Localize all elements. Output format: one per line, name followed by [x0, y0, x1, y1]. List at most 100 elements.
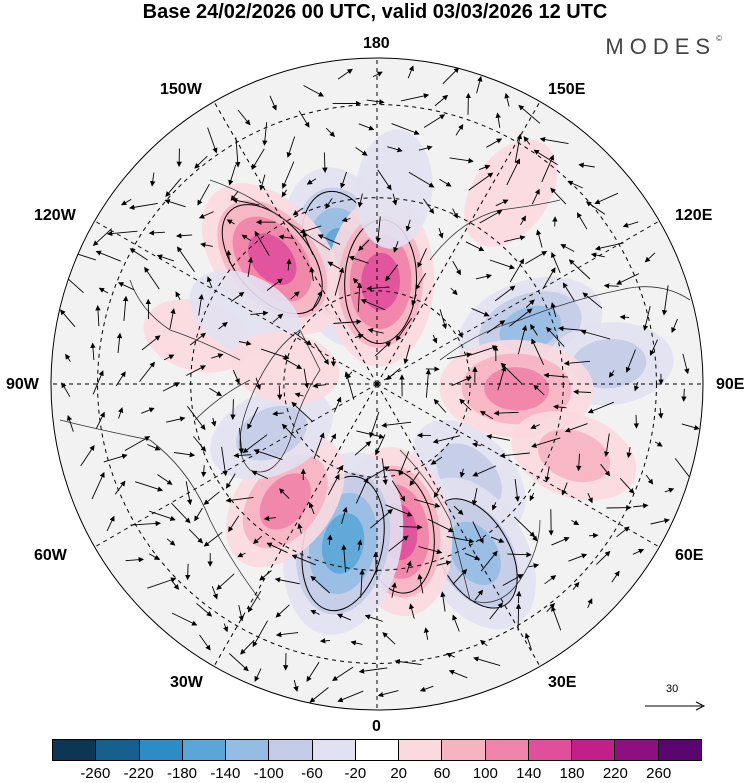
wind-vector: [355, 477, 369, 504]
wind-vector: [564, 423, 588, 433]
wind-vector: [373, 551, 379, 575]
colorbar-tick: 20: [390, 765, 407, 782]
wind-vector: [587, 598, 593, 608]
wind-vector: [266, 542, 288, 554]
wind-vector: [148, 230, 165, 236]
lon-label-60w: 60W: [34, 547, 67, 564]
colorbar-segment: [528, 740, 573, 760]
meridian-line: [376, 220, 660, 385]
wind-vector: [337, 68, 353, 80]
wind-vector: [465, 241, 485, 252]
wind-vector: [298, 110, 310, 128]
wind-vector: [274, 577, 300, 585]
wind-vector: [166, 416, 186, 423]
wind-vector: [447, 352, 473, 360]
wind-vector: [187, 406, 206, 431]
wind-vector: [440, 591, 446, 612]
wind-vector: [436, 560, 452, 566]
wind-vector: [520, 215, 526, 226]
wind-vector: [507, 551, 532, 558]
wind-vector: [625, 349, 636, 373]
wind-vector: [561, 482, 568, 496]
wind-vector: [216, 573, 235, 591]
wind-vector: [254, 230, 270, 256]
wind-vector: [235, 137, 241, 168]
wind-vector: [464, 552, 481, 561]
wind-vector: [661, 285, 669, 316]
wind-vector: [409, 472, 420, 487]
wind-vector: [157, 474, 173, 485]
wind-vector: [334, 267, 345, 296]
lon-label-30e: 30E: [548, 674, 577, 691]
wind-vector: [332, 666, 354, 681]
wind-vector: [434, 94, 449, 107]
wind-vector: [553, 404, 567, 410]
wind-vector: [425, 368, 431, 398]
wind-vector: [645, 474, 654, 485]
wind-vector: [417, 248, 427, 268]
wind-vector: [459, 468, 465, 478]
wind-vector: [223, 623, 229, 633]
wind-vector: [272, 313, 284, 323]
colorbar-segment: [96, 740, 140, 760]
meridian-line: [213, 101, 378, 385]
colorbar-tick: -220: [123, 765, 154, 782]
wind-vector: [529, 492, 535, 502]
wind-vector: [325, 127, 336, 138]
wind-vector: [514, 479, 520, 502]
wind-vector: [600, 463, 611, 477]
wind-vector: [644, 252, 656, 263]
wind-vector: [124, 436, 151, 451]
wind-vector: [141, 407, 155, 414]
wind-vector: [175, 291, 181, 300]
wind-vector: [313, 432, 325, 459]
wind-vector: [211, 353, 224, 359]
positive-anomaly-contour: [537, 429, 611, 483]
wind-vector: [525, 299, 535, 308]
negative-anomaly-contour: [322, 513, 365, 574]
wind-vector: [207, 127, 218, 154]
wind-vector: [196, 602, 213, 617]
meridian-line: [94, 383, 378, 548]
wind-vector: [247, 256, 253, 277]
wind-vector: [241, 234, 252, 241]
colorbar-segment: [53, 740, 97, 760]
wind-vector: [509, 308, 533, 327]
wind-vector: [386, 368, 401, 381]
wind-vector: [608, 370, 615, 378]
wind-vector: [658, 407, 664, 419]
wind-vector: [341, 544, 347, 573]
wind-vector: [578, 162, 595, 168]
colorbar-segment: [572, 740, 616, 760]
wind-vector: [493, 410, 519, 416]
wind-vector: [348, 255, 369, 264]
wind-vector: [176, 232, 193, 239]
wind-vector: [327, 261, 341, 270]
wind-vector: [495, 112, 501, 128]
wind-vector: [200, 242, 213, 248]
wind-vector: [357, 539, 363, 551]
wind-vector: [211, 585, 218, 600]
wind-vector: [567, 180, 583, 189]
wind-vector: [470, 345, 498, 356]
wind-vector: [310, 609, 320, 615]
canadian-arctic-coast: [129, 279, 251, 421]
wind-vector: [169, 308, 176, 330]
wind-vector: [337, 690, 364, 703]
map-disc-border: [50, 57, 704, 711]
wind-vector: [237, 552, 246, 558]
wind-vector: [130, 520, 161, 527]
wind-vector: [263, 515, 276, 522]
vector-scale-label: 30: [666, 683, 679, 695]
wind-vector: [147, 444, 161, 451]
wind-vector: [622, 221, 639, 228]
wind-vector: [336, 613, 352, 621]
wind-vector: [490, 536, 505, 543]
wind-vector: [633, 382, 640, 392]
wind-vector: [148, 553, 160, 560]
colorbar-segment: [615, 740, 659, 760]
wind-vector: [393, 241, 399, 253]
wind-vector: [506, 158, 520, 186]
lon-label-0: 0: [372, 718, 381, 735]
wind-vector: [354, 441, 372, 456]
